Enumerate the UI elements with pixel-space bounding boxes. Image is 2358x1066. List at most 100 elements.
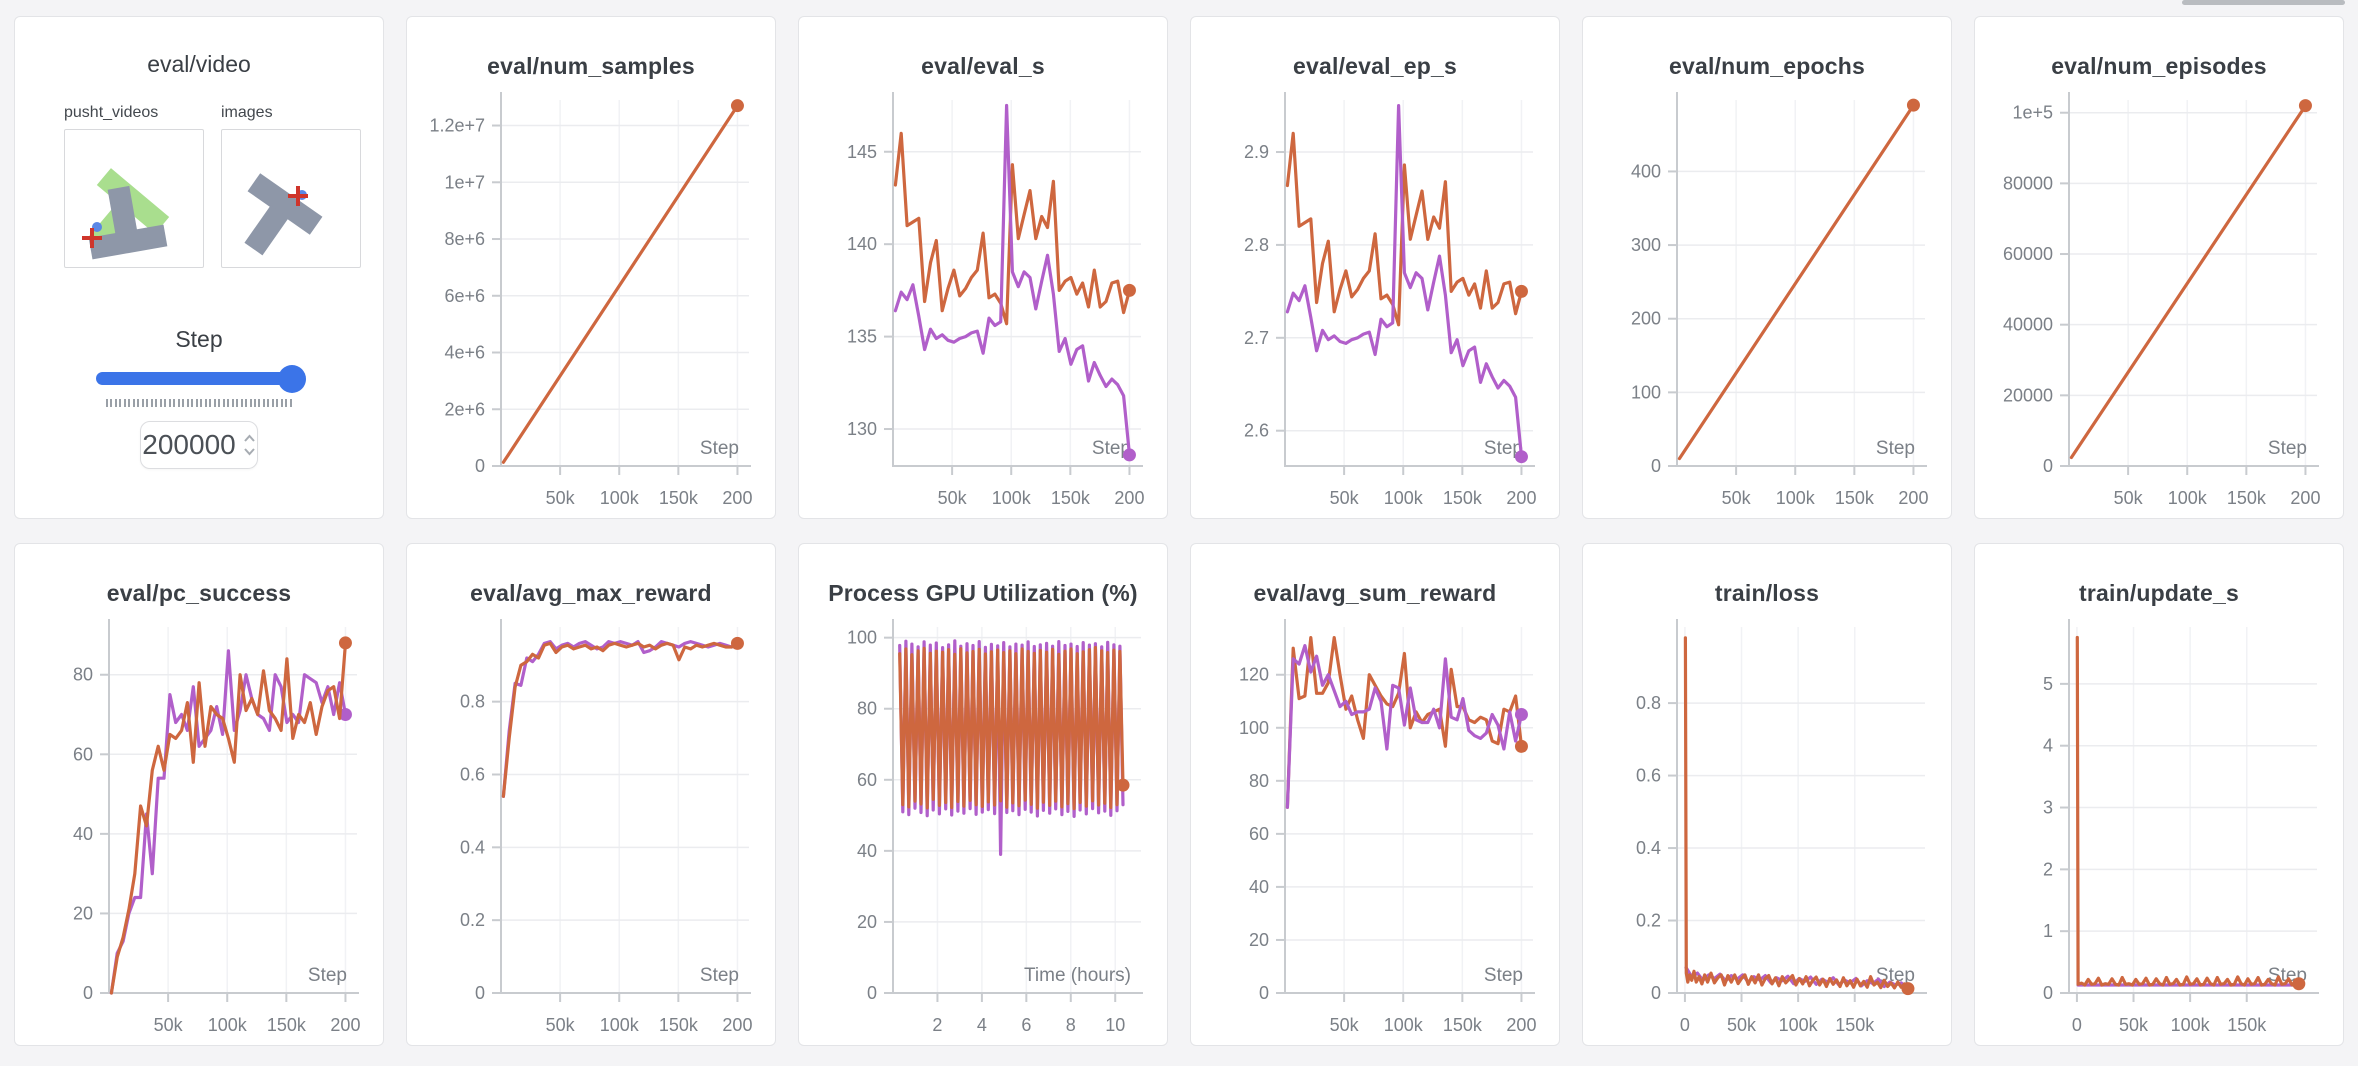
chart-panel-eval-pc_success[interactable]: eval/pc_success 0 20 40 60 80 50k 100k 150k 200 St… bbox=[14, 543, 384, 1046]
x-axis-label: Step bbox=[1484, 438, 1523, 459]
chart-title: eval/avg_max_reward bbox=[470, 580, 712, 606]
axis-tick-labels: 0 20000 40000 60000 80000 1e+5 50k 100k 150k 200 S… bbox=[2003, 103, 2321, 508]
axis-tick-labels: 0 100 200 300 400 50k 100k 150k 200 Step bbox=[1631, 161, 1929, 508]
series-line-orange bbox=[1285, 131, 1524, 327]
svg-text:150k: 150k bbox=[1443, 488, 1483, 508]
stepper-chevrons-icon[interactable] bbox=[243, 432, 256, 458]
svg-text:100k: 100k bbox=[992, 488, 1032, 508]
svg-text:100k: 100k bbox=[2171, 1015, 2211, 1035]
panel-eval-video[interactable]: eval/video pusht_videos bbox=[14, 16, 384, 519]
svg-text:0: 0 bbox=[475, 456, 485, 476]
chart-panel-eval-num_samples[interactable]: eval/num_samples 0 2e+6 4e+6 6e+6 8e+6 1e+7 1.2… bbox=[406, 16, 776, 519]
svg-text:6: 6 bbox=[1021, 1015, 1031, 1035]
svg-text:50k: 50k bbox=[1330, 1015, 1360, 1035]
svg-text:20: 20 bbox=[73, 903, 93, 923]
chart-panel-eval-num_episodes[interactable]: eval/num_episodes 0 20000 40000 60000 80000 1e… bbox=[1974, 16, 2344, 519]
series-line-orange bbox=[109, 641, 348, 995]
chart-panel-eval-avg_sum_reward[interactable]: eval/avg_sum_reward 0 20 40 60 80 100 120 50k 100… bbox=[1190, 543, 1560, 1046]
svg-text:80: 80 bbox=[1249, 771, 1269, 791]
series-line-orange bbox=[501, 641, 740, 798]
panel-title: eval/video bbox=[147, 51, 251, 77]
chart-panel-eval-eval_ep_s[interactable]: eval/eval_ep_s 2.6 2.7 2.8 2.9 50k 100k 150k 200… bbox=[1190, 16, 1560, 519]
series-line-purple bbox=[501, 639, 740, 798]
svg-text:20: 20 bbox=[857, 912, 877, 932]
svg-text:120: 120 bbox=[1239, 665, 1269, 685]
series-line-orange bbox=[1285, 636, 1524, 809]
svg-text:4: 4 bbox=[977, 1015, 987, 1035]
svg-text:100k: 100k bbox=[208, 1015, 248, 1035]
chart-panel-train-update_s[interactable]: train/update_s 0 1 2 3 4 5 0 50k 100k 150k Step bbox=[1974, 543, 2344, 1046]
svg-text:50k: 50k bbox=[154, 1015, 184, 1035]
axes bbox=[1668, 619, 1927, 1002]
series-line-purple bbox=[893, 103, 1132, 457]
chart-panel-eval-avg_max_reward[interactable]: eval/avg_max_reward 0 0.2 0.4 0.6 0.8 50k 100k 1… bbox=[406, 543, 776, 1046]
chart-title: train/loss bbox=[1714, 580, 1820, 606]
svg-text:200: 200 bbox=[1506, 1015, 1536, 1035]
svg-text:50k: 50k bbox=[546, 1015, 576, 1035]
gridlines bbox=[1285, 627, 1533, 993]
svg-text:150k: 150k bbox=[1443, 1015, 1483, 1035]
svg-text:6e+6: 6e+6 bbox=[444, 286, 485, 306]
axes bbox=[1668, 92, 1927, 475]
svg-text:0.4: 0.4 bbox=[1636, 838, 1661, 858]
media-label: pusht_videos bbox=[64, 104, 159, 121]
step-slider-label: Step bbox=[175, 326, 223, 352]
x-axis-label: Step bbox=[2268, 438, 2307, 459]
svg-text:130: 130 bbox=[847, 419, 877, 439]
svg-text:0.6: 0.6 bbox=[460, 764, 485, 784]
chart-title: eval/eval_s bbox=[921, 53, 1045, 79]
svg-text:80: 80 bbox=[73, 665, 93, 685]
endpoint-dot-purple bbox=[1514, 708, 1528, 722]
chart-panel-process-gpu-utilization[interactable]: Process GPU Utilization (%) 0 20 40 60 80 100 2… bbox=[798, 543, 1168, 1046]
chart-plot-process-gpu-utilization: 0 20 40 60 80 100 2 4 6 8 10 Time (hours) bbox=[847, 619, 1143, 1035]
svg-text:50k: 50k bbox=[1722, 488, 1752, 508]
slider-thumb[interactable] bbox=[278, 365, 306, 393]
svg-text:200: 200 bbox=[1114, 488, 1144, 508]
endpoint-dot-orange bbox=[338, 636, 352, 650]
pusht-video-thumbnail[interactable] bbox=[64, 129, 204, 268]
chart-plot-eval-eval_s: 130 135 140 145 50k 100k 150k 200 Step bbox=[847, 92, 1144, 508]
axes bbox=[884, 619, 1143, 1002]
svg-text:8e+6: 8e+6 bbox=[444, 229, 485, 249]
svg-text:0: 0 bbox=[2043, 983, 2053, 1003]
svg-text:100k: 100k bbox=[1776, 488, 1816, 508]
svg-text:8: 8 bbox=[1066, 1015, 1076, 1035]
endpoint-dot-purple bbox=[1514, 450, 1528, 464]
series-line-orange bbox=[501, 104, 740, 464]
step-input[interactable]: 200000 bbox=[140, 421, 258, 469]
svg-text:50k: 50k bbox=[2119, 1015, 2149, 1035]
svg-text:5: 5 bbox=[2043, 674, 2053, 694]
horizontal-scrollbar[interactable] bbox=[2182, 0, 2345, 5]
gridlines bbox=[1677, 100, 1925, 466]
svg-text:200: 200 bbox=[1898, 488, 1928, 508]
chart-title: eval/num_epochs bbox=[1668, 53, 1866, 79]
step-slider[interactable] bbox=[96, 365, 306, 393]
svg-text:2.8: 2.8 bbox=[1244, 235, 1269, 255]
media-images: images bbox=[221, 104, 361, 268]
svg-text:50k: 50k bbox=[1330, 488, 1360, 508]
svg-text:60: 60 bbox=[73, 744, 93, 764]
svg-text:0: 0 bbox=[1651, 456, 1661, 476]
slider-track[interactable] bbox=[96, 372, 302, 385]
media-row: pusht_videos bbox=[64, 104, 383, 268]
media-label: images bbox=[221, 104, 273, 121]
x-axis-label: Time (hours) bbox=[1024, 965, 1131, 986]
svg-text:0.8: 0.8 bbox=[460, 692, 485, 712]
chart-panel-eval-eval_s[interactable]: eval/eval_s 130 135 140 145 50k 100k 150k 200 Ste… bbox=[798, 16, 1168, 519]
axes bbox=[2060, 92, 2319, 475]
chart-title: Process GPU Utilization (%) bbox=[828, 580, 1138, 606]
svg-text:2.7: 2.7 bbox=[1244, 328, 1269, 348]
pusht-image-thumbnail[interactable] bbox=[221, 129, 361, 268]
x-axis-label: Step bbox=[1092, 438, 1131, 459]
endpoint-dot-orange bbox=[730, 636, 744, 650]
svg-text:0.8: 0.8 bbox=[1636, 693, 1661, 713]
chart-panel-eval-num_epochs[interactable]: eval/num_epochs 0 100 200 300 400 50k 100k 150k 2… bbox=[1582, 16, 1952, 519]
axis-tick-labels: 0 20 40 60 80 50k 100k 150k 200 Step bbox=[73, 665, 361, 1035]
chart-panel-train-loss[interactable]: train/loss 0 0.2 0.4 0.6 0.8 0 50k 100k 150k Step bbox=[1582, 543, 1952, 1046]
svg-text:0.4: 0.4 bbox=[460, 837, 485, 857]
svg-text:135: 135 bbox=[847, 327, 877, 347]
slider-tick-marks bbox=[106, 399, 292, 407]
series-line-purple bbox=[109, 649, 348, 995]
